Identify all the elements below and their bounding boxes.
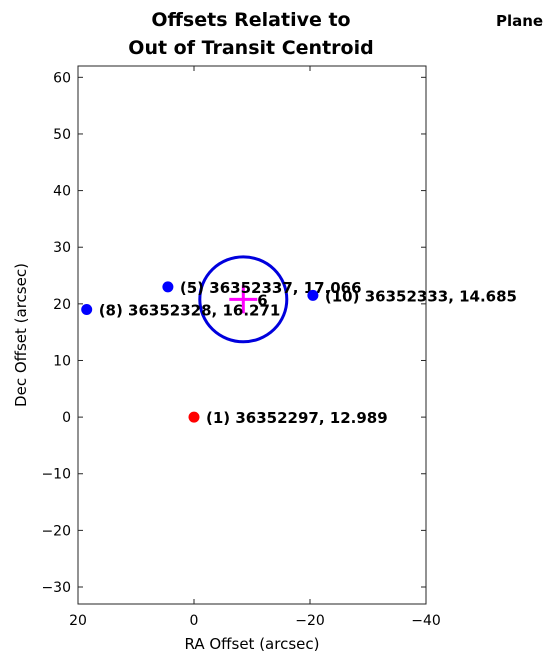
y-tick-label: 30	[53, 240, 71, 256]
data-point-label: (8) 36352328, 16.271	[99, 302, 281, 320]
x-tick-label: 20	[69, 613, 87, 629]
x-tick-label: −20	[295, 613, 325, 629]
plot-area	[77, 65, 427, 605]
y-tick-label: 50	[53, 127, 71, 143]
data-point	[162, 281, 174, 293]
y-axis-label: Dec Offset (arcsec)	[12, 263, 30, 407]
data-point	[307, 289, 319, 301]
chart-title-line-2: Out of Transit Centroid	[128, 37, 373, 59]
x-axis-label: RA Offset (arcsec)	[185, 635, 320, 653]
x-tick-label: −40	[411, 613, 441, 629]
plot-marks: 6(1) 36352297, 12.989(5) 36352337, 17.06…	[81, 255, 517, 427]
x-tick-label: 0	[190, 613, 199, 629]
adjacent-chart-title-fragment: Plane	[496, 12, 543, 30]
chart-title-line-1: Offsets Relative to	[151, 9, 350, 31]
data-point-label: (10) 36352333, 14.685	[325, 287, 517, 305]
y-tick-label: −30	[41, 580, 71, 596]
y-tick-label: 20	[53, 297, 71, 313]
y-tick-label: 10	[53, 353, 71, 369]
data-point	[188, 411, 200, 423]
uncertainty-circle	[198, 255, 289, 344]
data-point	[81, 304, 93, 316]
axis-ticks: 20 0 −20 −40 −30 −20 −10 0 10 20 30 40 50 60	[41, 66, 441, 629]
y-tick-label: 40	[53, 184, 71, 200]
data-point-label: (1) 36352297, 12.989	[206, 409, 388, 427]
centroid-label: 6	[257, 291, 267, 309]
y-tick-label: 0	[62, 410, 71, 426]
y-tick-label: −20	[41, 523, 71, 539]
y-tick-label: 60	[53, 70, 71, 86]
y-tick-label: −10	[41, 467, 71, 483]
